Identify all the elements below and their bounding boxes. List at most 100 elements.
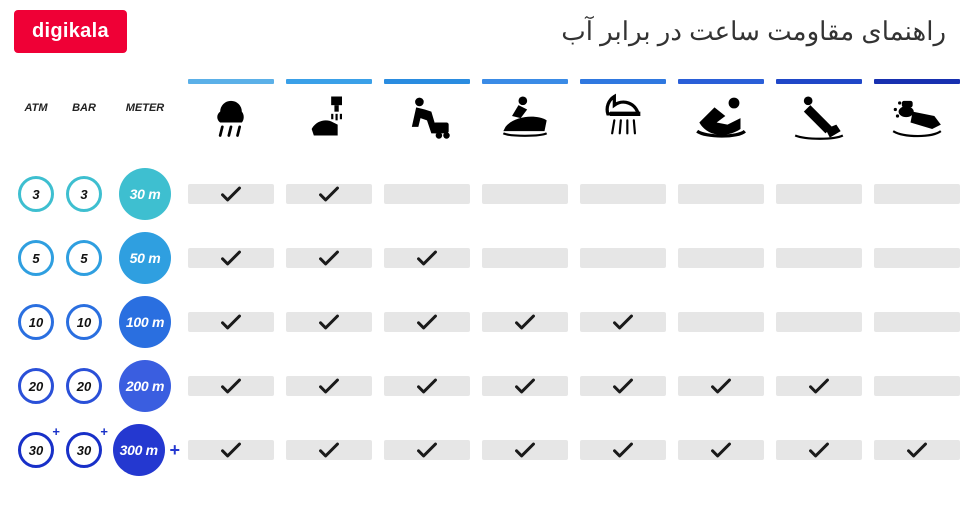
activity-header-shower xyxy=(576,79,670,142)
activity-header-car-wash xyxy=(380,79,474,142)
cell-pill xyxy=(482,312,568,332)
cell-pill xyxy=(286,184,372,204)
atm-badge: 20 xyxy=(14,362,58,410)
activity-header-jet-ski xyxy=(478,79,572,142)
cell-dive xyxy=(776,372,862,400)
cell-pill xyxy=(384,184,470,204)
cell-jet-ski xyxy=(482,308,568,336)
cell-pill xyxy=(482,248,568,268)
car-wash-icon xyxy=(384,90,470,142)
atm-badge: 30+ xyxy=(14,426,58,474)
cell-pill xyxy=(580,248,666,268)
cell-pill xyxy=(384,248,470,268)
cell-pill xyxy=(580,312,666,332)
cell-car-wash xyxy=(384,372,470,400)
cell-pill xyxy=(580,440,666,460)
cell-jet-ski xyxy=(482,436,568,464)
cell-pill xyxy=(482,440,568,460)
meter-badge: 30 m xyxy=(110,162,180,226)
cell-rain xyxy=(188,244,274,272)
rain-icon xyxy=(188,90,274,142)
cell-scuba xyxy=(874,180,960,208)
cell-swim xyxy=(678,180,764,208)
cell-pill xyxy=(188,312,274,332)
cell-pill xyxy=(874,312,960,332)
cell-pill xyxy=(678,440,764,460)
cell-pill xyxy=(776,376,862,396)
cell-scuba xyxy=(874,308,960,336)
activity-bar xyxy=(776,79,862,84)
cell-pill xyxy=(580,376,666,396)
cell-pill xyxy=(678,184,764,204)
cell-swim xyxy=(678,436,764,464)
cell-hand-wash xyxy=(286,244,372,272)
cell-rain xyxy=(188,308,274,336)
cell-dive xyxy=(776,180,862,208)
cell-swim xyxy=(678,244,764,272)
cell-pill xyxy=(874,184,960,204)
cell-hand-wash xyxy=(286,372,372,400)
activity-header-scuba xyxy=(870,79,960,142)
cell-pill xyxy=(678,312,764,332)
cell-pill xyxy=(874,440,960,460)
meter-badge: 50 m xyxy=(110,226,180,290)
cell-car-wash xyxy=(384,436,470,464)
cell-jet-ski xyxy=(482,244,568,272)
cell-shower xyxy=(580,308,666,336)
cell-pill xyxy=(874,248,960,268)
cell-shower xyxy=(580,244,666,272)
cell-pill xyxy=(384,440,470,460)
jet-ski-icon xyxy=(482,90,568,142)
cell-swim xyxy=(678,372,764,400)
activity-header-swim xyxy=(674,79,768,142)
header-atm: ATM xyxy=(14,102,58,120)
activity-bar xyxy=(580,79,666,84)
cell-swim xyxy=(678,308,764,336)
cell-pill xyxy=(678,376,764,396)
brand-logo: digikala xyxy=(14,10,127,53)
cell-pill xyxy=(874,376,960,396)
activity-bar xyxy=(286,79,372,84)
bar-badge: 10 xyxy=(62,298,106,346)
page-title: راهنمای مقاومت ساعت در برابر آب xyxy=(561,16,946,47)
cell-car-wash xyxy=(384,244,470,272)
cell-rain xyxy=(188,180,274,208)
cell-pill xyxy=(678,248,764,268)
cell-car-wash xyxy=(384,308,470,336)
cell-hand-wash xyxy=(286,180,372,208)
water-resistance-table: ATMBARMETER 3330 m5550 m1010100 m2020200… xyxy=(14,79,946,482)
meter-badge: 200 m xyxy=(110,354,180,418)
activity-bar xyxy=(874,79,960,84)
cell-jet-ski xyxy=(482,372,568,400)
activity-bar xyxy=(482,79,568,84)
atm-badge: 5 xyxy=(14,234,58,282)
swim-icon xyxy=(678,90,764,142)
cell-scuba xyxy=(874,372,960,400)
bar-badge: 30+ xyxy=(62,426,106,474)
bar-badge: 20 xyxy=(62,362,106,410)
header-bar: BAR xyxy=(62,102,106,120)
cell-pill xyxy=(776,440,862,460)
cell-shower xyxy=(580,180,666,208)
scuba-icon xyxy=(874,90,960,142)
cell-car-wash xyxy=(384,180,470,208)
cell-pill xyxy=(384,312,470,332)
cell-pill xyxy=(286,312,372,332)
cell-pill xyxy=(482,376,568,396)
cell-pill xyxy=(286,440,372,460)
cell-rain xyxy=(188,436,274,464)
cell-pill xyxy=(188,248,274,268)
hand-wash-icon xyxy=(286,90,372,142)
cell-pill xyxy=(286,376,372,396)
atm-badge: 3 xyxy=(14,170,58,218)
cell-dive xyxy=(776,244,862,272)
cell-shower xyxy=(580,436,666,464)
cell-hand-wash xyxy=(286,436,372,464)
cell-scuba xyxy=(874,244,960,272)
dive-icon xyxy=(776,90,862,142)
cell-pill xyxy=(188,376,274,396)
activity-bar xyxy=(188,79,274,84)
cell-shower xyxy=(580,372,666,400)
cell-pill xyxy=(188,184,274,204)
cell-pill xyxy=(482,184,568,204)
